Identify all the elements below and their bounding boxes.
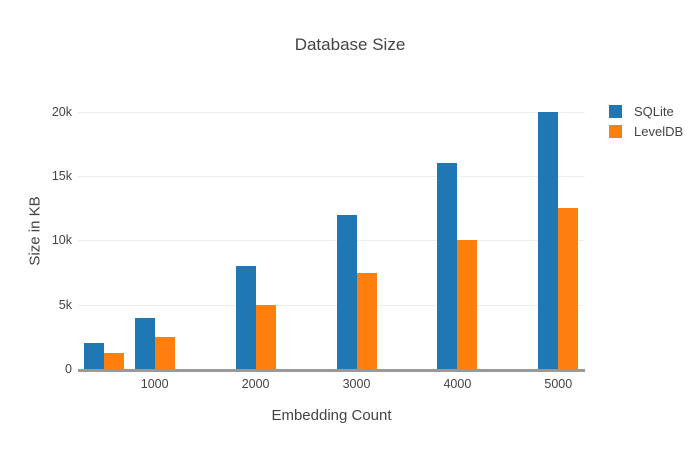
bar-sqlite-1000: [134, 317, 155, 369]
bar-leveldb-1000: [154, 336, 175, 369]
y-tick-label-10k: 10k: [51, 233, 72, 248]
bar-leveldb-4000: [457, 240, 478, 369]
bar-leveldb-3000: [356, 272, 377, 369]
x-tick-label-1000: 1000: [140, 377, 169, 391]
bar-sqlite-500: [84, 343, 105, 369]
x-tick-label-5000: 5000: [544, 377, 573, 391]
bar-leveldb-5000: [558, 208, 579, 369]
x-tick-label-4000: 4000: [443, 377, 472, 391]
legend-item-leveldb[interactable]: LevelDB: [609, 123, 684, 139]
bar-sqlite-3000: [336, 214, 357, 369]
legend-swatch-sqlite: [609, 104, 622, 118]
y-axis-title: Size in KB: [26, 196, 44, 266]
legend-swatch-leveldb: [609, 124, 622, 138]
bar-sqlite-2000: [235, 266, 256, 369]
y-tick-label-20k: 20k: [51, 104, 72, 119]
x-tick-label-3000: 3000: [342, 377, 371, 391]
chart-title: Database Size: [294, 35, 406, 54]
gridline: [78, 240, 585, 242]
legend-label: SQLite: [634, 103, 674, 119]
bar-leveldb-2000: [255, 304, 276, 369]
bar-leveldb-500: [104, 352, 125, 369]
gridline: [78, 176, 585, 177]
gridline: [78, 304, 585, 306]
y-tick-label-5k: 5k: [58, 297, 72, 312]
legend: SQLite LevelDB: [609, 104, 683, 144]
y-tick-label-15k: 15k: [51, 169, 72, 183]
y-tick-label-0: 0: [65, 362, 72, 376]
gridline: [78, 111, 585, 113]
x-tick-label-2000: 2000: [241, 377, 270, 391]
x-axis-line: [78, 369, 585, 372]
legend-label: LevelDB: [634, 123, 684, 139]
legend-item-sqlite[interactable]: SQLite: [609, 103, 683, 119]
x-axis-title: Embedding Count: [271, 407, 392, 424]
bar-sqlite-4000: [437, 163, 458, 369]
bar-sqlite-5000: [538, 111, 559, 369]
